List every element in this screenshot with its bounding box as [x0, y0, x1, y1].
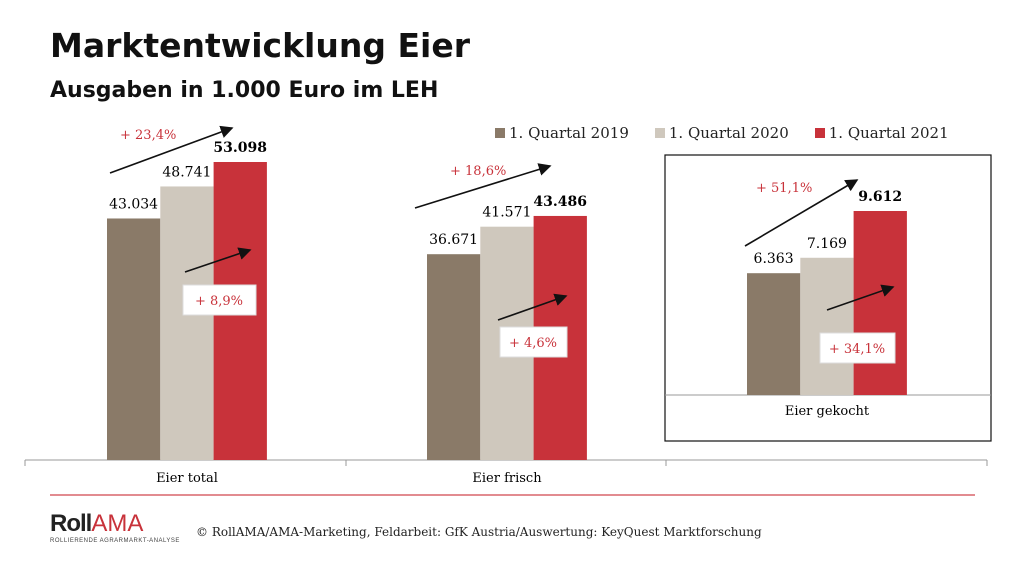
change-label: + 51,1%: [756, 181, 812, 196]
value-label: 43.486: [533, 194, 587, 210]
page-subtitle: Ausgaben in 1.000 Euro im LEH: [50, 78, 439, 103]
rollama-logo: RollAMA ROLLIERENDE AGRARMARKT-ANALYSE: [50, 510, 180, 544]
legend-item: 1. Quartal 2019: [495, 124, 629, 142]
category-label: Eier total: [156, 471, 218, 486]
bar: [747, 273, 801, 395]
source-footer: © RollAMA/AMA-Marketing, Feldarbeit: GfK…: [196, 525, 762, 539]
legend-label: 1. Quartal 2021: [828, 124, 949, 142]
bar: [107, 218, 161, 460]
value-label: 48.741: [162, 164, 211, 180]
trend-arrow: [826, 284, 895, 311]
bar: [853, 211, 907, 395]
value-label: 53.098: [213, 140, 267, 156]
legend-item: 1. Quartal 2021: [814, 124, 949, 142]
highlight-box: [664, 154, 992, 442]
page-title: Marktentwicklung Eier: [50, 26, 470, 65]
bar: [427, 254, 481, 460]
category-label: Eier frisch: [472, 471, 542, 486]
legend-swatch: [495, 128, 505, 138]
trend-arrow: [744, 179, 859, 247]
change-box-label: + 34,1%: [829, 342, 885, 357]
value-label: 7.169: [807, 236, 847, 252]
bar: [160, 186, 214, 460]
trend-arrow: [109, 125, 234, 174]
legend-label: 1. Quartal 2020: [668, 124, 789, 142]
trend-arrow: [184, 247, 252, 273]
trend-arrow: [497, 293, 568, 321]
change-box-label: + 4,6%: [509, 336, 557, 351]
category-label: Eier gekocht: [785, 404, 870, 419]
legend-swatch: [814, 128, 825, 138]
value-label: 6.363: [754, 251, 794, 267]
bar: [800, 257, 854, 395]
change-label: + 18,6%: [450, 164, 506, 179]
change-label: + 23,4%: [120, 128, 176, 143]
value-label: 9.612: [858, 189, 902, 205]
value-label: 43.034: [109, 196, 158, 212]
value-label: 36.671: [429, 232, 478, 248]
change-box-label: + 8,9%: [195, 294, 243, 309]
legend: 1. Quartal 2019 1. Quartal 2020 1. Quart…: [495, 124, 949, 142]
legend-label: 1. Quartal 2019: [509, 124, 629, 142]
legend-swatch: [654, 128, 665, 138]
value-label: 41.571: [482, 205, 531, 221]
trend-arrow: [414, 163, 552, 209]
legend-item: 1. Quartal 2020: [654, 124, 789, 142]
